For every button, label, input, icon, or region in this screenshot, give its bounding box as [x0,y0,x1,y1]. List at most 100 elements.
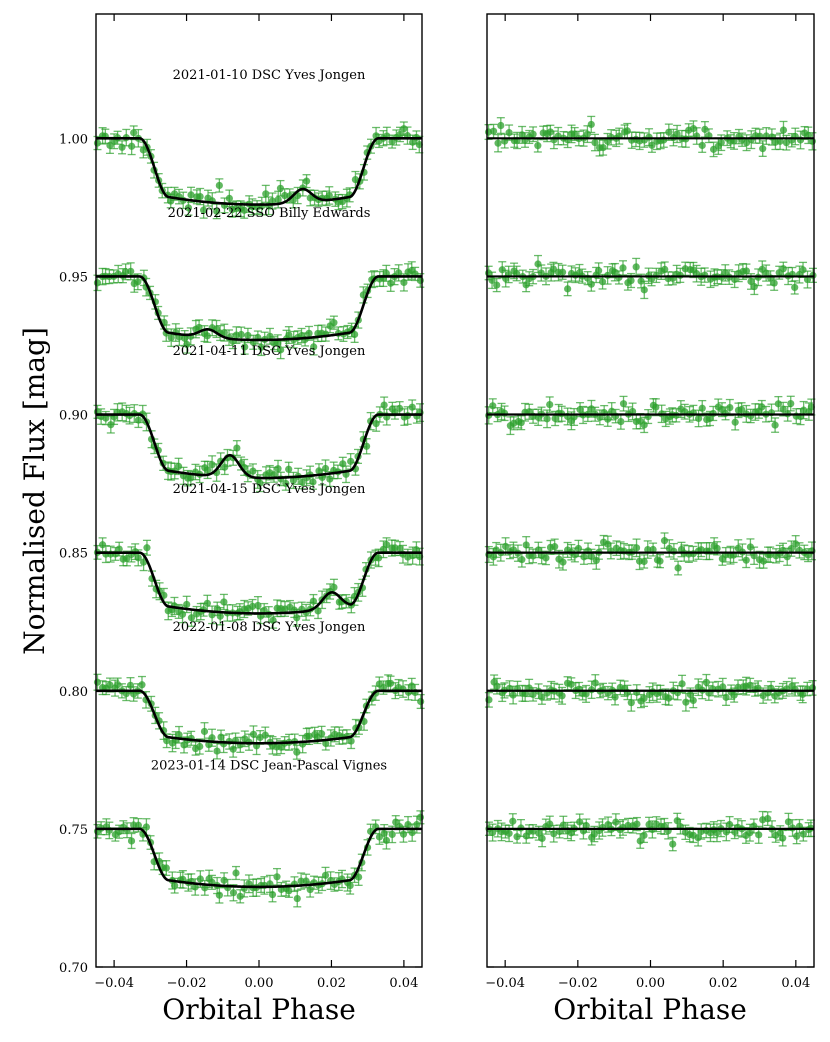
marker [776,137,784,145]
marker [558,692,566,700]
data-point [127,137,136,156]
marker [415,140,423,149]
marker [627,699,635,707]
residual-point [649,542,658,557]
marker [362,442,371,450]
marker [742,267,751,275]
residual-point [674,560,683,576]
y-tick-label: 1.00 [59,132,88,147]
marker [167,197,175,205]
marker [678,680,686,688]
marker [232,869,240,877]
marker [595,267,603,275]
data-point [142,539,151,556]
marker [803,275,812,284]
y-tick-label: 0.75 [59,823,88,838]
data-point [289,471,298,490]
marker [535,829,543,837]
residual-point [488,398,497,414]
marker [196,192,204,201]
data-point [256,474,265,493]
marker [268,890,277,899]
marker [591,679,599,687]
marker [665,694,673,702]
marker [759,145,767,153]
marker [387,279,395,287]
marker [779,265,787,273]
data-point [110,133,119,150]
residual-point [757,399,766,415]
marker [529,130,537,138]
marker [93,279,102,287]
marker [134,416,143,424]
marker [689,696,697,705]
marker [178,610,187,618]
marker [241,343,249,351]
residual-point [484,691,493,708]
y-axis-label: Normalised Flux [mag] [18,327,51,655]
data-point [272,738,281,756]
residual-point [512,265,521,282]
data-point [302,174,311,189]
marker [355,873,363,881]
marker [726,403,734,412]
marker [702,678,710,686]
marker [215,891,223,899]
marker [633,820,641,828]
marker [771,421,779,429]
marker [225,194,233,202]
residual-point [537,689,546,705]
left-model-layer [96,137,422,889]
marker [787,399,795,408]
transit-model-line [96,413,422,480]
marker [791,283,799,292]
marker [187,191,195,199]
transit-model-line [96,551,422,615]
y-tick-label: 0.80 [59,685,88,700]
marker [215,181,223,190]
marker [321,871,330,879]
residual-point [619,395,628,412]
residual-point [618,260,627,276]
marker [382,541,391,549]
data-point [243,327,252,344]
marker [660,537,669,545]
marker [682,698,690,706]
residual-point [694,409,703,428]
data-point [394,264,403,282]
marker [698,404,706,412]
marker [408,829,416,837]
residual-point [640,280,649,300]
transit-model-line [96,689,422,745]
marker [254,601,262,610]
data-point [134,412,143,429]
marker [396,544,404,553]
marker [640,286,648,294]
residual-point [603,132,612,150]
marker [93,678,102,686]
marker [619,400,628,408]
marker [386,679,395,687]
marker [726,820,734,829]
transit-model-line [96,275,422,342]
residual-point [496,117,505,134]
data-point [309,338,318,356]
left-ticks: −0.04 −0.02 0.00 0.02 0.04 0.70 0.75 0.80 0.85 0.… [59,14,422,991]
marker [416,276,424,285]
residual-point [628,402,637,421]
residual-point [558,264,567,280]
marker [558,268,567,276]
residual-point [563,281,572,297]
right-ticks: −0.04 −0.02 0.00 0.02 0.04 [485,14,814,991]
marker [203,466,212,474]
marker [576,818,584,826]
marker [799,266,807,274]
marker [737,405,746,414]
residual-point [505,824,514,843]
residual-point [786,395,795,412]
right-data-layer [484,115,817,852]
marker [640,694,648,702]
marker [330,319,338,327]
x-tick-label: 0.00 [636,976,665,991]
marker [534,260,542,268]
